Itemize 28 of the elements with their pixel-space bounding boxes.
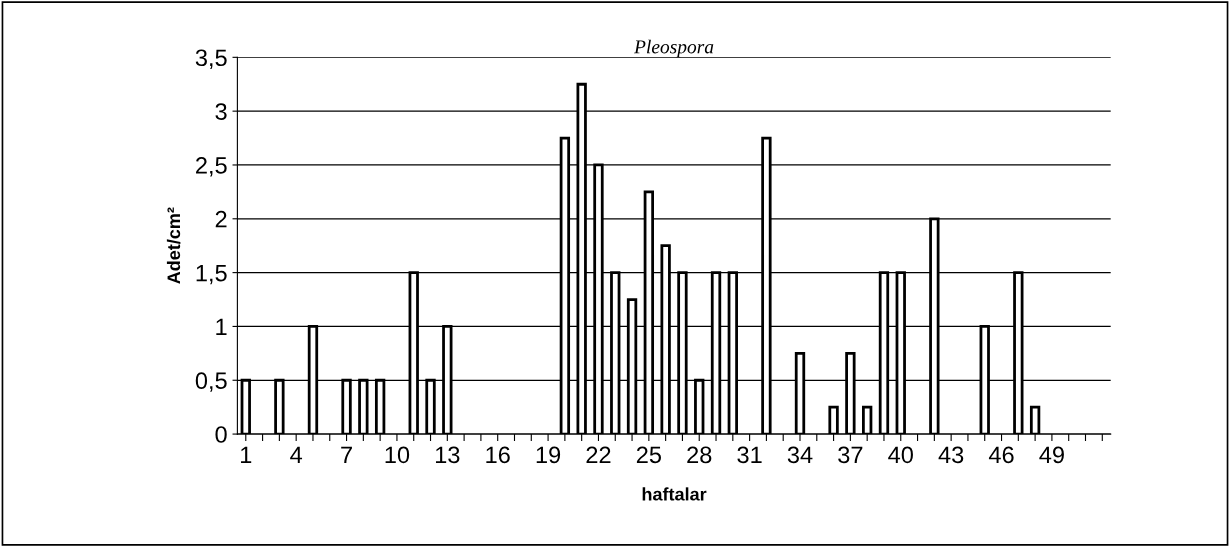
x-tick-label: 19 xyxy=(536,446,561,464)
x-tick-label: 49 xyxy=(1039,446,1064,464)
y-tick-label: 0 xyxy=(215,426,227,443)
y-tick-label: 0,5 xyxy=(195,372,227,392)
x-tick-label: 46 xyxy=(988,446,1014,464)
x-tick-label: 22 xyxy=(586,446,611,463)
x-tick-label: 31 xyxy=(737,446,762,464)
x-tick-label: 10 xyxy=(385,446,410,464)
x-tick-label: 16 xyxy=(486,446,510,464)
y-tick-label: 2,5 xyxy=(196,157,227,177)
x-tick-label: 40 xyxy=(888,446,913,464)
y-tick-label: 2 xyxy=(215,210,227,228)
x-tick-label: 34 xyxy=(787,446,813,464)
chart-title: Pleospora xyxy=(633,39,714,58)
x-tick-label: 1 xyxy=(241,446,252,463)
y-tick-label: 1 xyxy=(216,318,227,335)
x-axis-title: haftalar xyxy=(642,487,707,501)
x-tick-label: 4 xyxy=(290,446,303,463)
x-tick-label: 25 xyxy=(636,446,661,464)
y-axis-title: Adet/cm² xyxy=(166,207,181,284)
y-tick-label: 1,5 xyxy=(196,264,227,285)
x-tick-label: 37 xyxy=(838,446,863,464)
x-tick-label: 28 xyxy=(687,446,712,464)
y-tick-label: 3,5 xyxy=(195,49,227,69)
x-tick-label: 7 xyxy=(341,446,352,463)
x-tick-label: 43 xyxy=(938,446,964,464)
y-tick-label: 3 xyxy=(215,103,227,120)
x-tick-label: 13 xyxy=(435,446,460,464)
